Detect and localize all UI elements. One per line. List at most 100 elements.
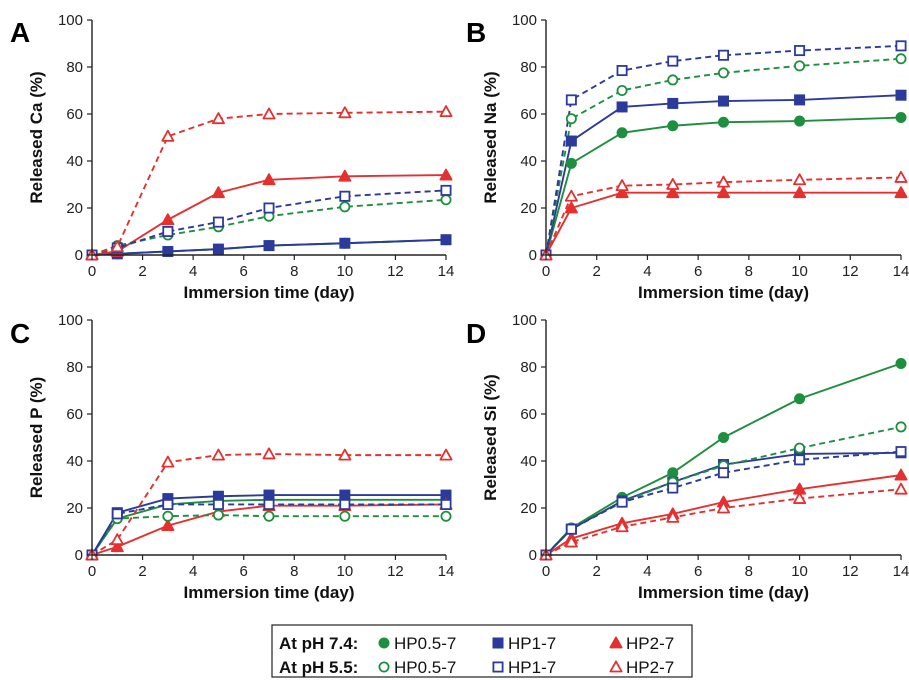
y-axis-title: Released Si (%) bbox=[481, 374, 500, 501]
legend: At pH 7.4: HP0.5-7 HP1-7 HP2-7 At pH 5.5: HP0… bbox=[271, 624, 693, 678]
data-point bbox=[895, 89, 907, 101]
y-tick-label: 0 bbox=[75, 547, 83, 564]
data-point bbox=[895, 40, 907, 52]
legend-heading: At pH 5.5: bbox=[279, 658, 358, 677]
data-point bbox=[718, 49, 730, 61]
x-tick-label: 12 bbox=[842, 563, 859, 580]
x-tick-label: 0 bbox=[88, 263, 96, 280]
data-point bbox=[615, 520, 629, 533]
data-point bbox=[794, 442, 806, 454]
data-point bbox=[263, 240, 275, 252]
data-point bbox=[615, 179, 629, 192]
y-tick-label: 40 bbox=[520, 153, 537, 170]
data-point bbox=[565, 135, 577, 147]
y-axis-title: Released Na (%) bbox=[481, 71, 500, 203]
data-point bbox=[894, 170, 908, 183]
data-point bbox=[794, 94, 806, 106]
data-point bbox=[565, 94, 577, 106]
series-ph-5-5-hp0-5-7-line bbox=[545, 57, 902, 256]
panel-letter: A bbox=[10, 17, 30, 48]
x-tick-label: 4 bbox=[643, 263, 651, 280]
data-point bbox=[794, 115, 806, 127]
data-point bbox=[895, 112, 907, 124]
data-point bbox=[667, 120, 679, 132]
data-point bbox=[666, 177, 680, 190]
y-tick-label: 100 bbox=[58, 12, 83, 29]
data-point bbox=[718, 116, 730, 128]
data-point bbox=[212, 216, 224, 228]
x-axis-title: Immersion time (day) bbox=[638, 583, 809, 602]
data-point bbox=[793, 186, 807, 199]
data-point bbox=[161, 213, 175, 226]
x-tick-label: 0 bbox=[88, 563, 96, 580]
x-tick-label: 12 bbox=[387, 263, 404, 280]
data-point bbox=[161, 519, 175, 532]
data-point bbox=[718, 467, 730, 479]
y-axis-title: Released P (%) bbox=[27, 377, 46, 499]
x-tick-label: 6 bbox=[240, 263, 248, 280]
series-ph-7-4-hp2-7-line bbox=[545, 474, 902, 556]
x-axis-title: Immersion time (day) bbox=[184, 583, 355, 602]
data-point bbox=[894, 468, 908, 481]
legend-marker bbox=[492, 637, 504, 649]
data-point bbox=[111, 508, 123, 520]
data-point bbox=[262, 173, 276, 186]
data-point bbox=[616, 65, 628, 77]
data-point bbox=[895, 421, 907, 433]
panel-b: B 0 2 4 6 8 10 12 14 0 20 40 60 80 100 Immersion time (… bbox=[466, 12, 909, 302]
y-tick-label: 0 bbox=[75, 247, 83, 264]
x-tick-label: 10 bbox=[791, 263, 808, 280]
legend-heading: At pH 7.4: bbox=[279, 634, 358, 653]
data-point bbox=[440, 498, 452, 510]
series-ph-7-4-hp2-7-markers bbox=[539, 186, 908, 261]
x-tick-label: 14 bbox=[438, 263, 455, 280]
legend-label: HP1-7 bbox=[508, 658, 556, 677]
series-ph-7-4-hp2-7 bbox=[545, 191, 901, 256]
x-tick-label: 12 bbox=[387, 563, 404, 580]
data-point bbox=[439, 448, 453, 461]
legend-box bbox=[271, 624, 693, 678]
series-ph-7-4-hp1-7-markers bbox=[86, 234, 452, 261]
data-point bbox=[212, 509, 224, 521]
y-tick-label: 100 bbox=[58, 312, 83, 329]
data-point bbox=[439, 105, 453, 118]
data-point bbox=[263, 489, 275, 501]
x-tick-label: 8 bbox=[290, 563, 298, 580]
data-point bbox=[338, 448, 352, 461]
data-point bbox=[440, 194, 452, 206]
data-point bbox=[161, 129, 175, 142]
series-ph-5-5-hp0-5-7 bbox=[545, 57, 902, 256]
series-ph-7-4-hp2-7 bbox=[545, 474, 902, 556]
data-point bbox=[339, 510, 351, 522]
data-point bbox=[440, 184, 452, 196]
data-point bbox=[718, 67, 730, 79]
data-point bbox=[718, 95, 730, 107]
y-tick-label: 20 bbox=[520, 200, 537, 217]
data-point bbox=[339, 201, 351, 213]
y-tick-label: 60 bbox=[66, 106, 83, 123]
data-point bbox=[339, 498, 351, 510]
data-point bbox=[794, 393, 806, 405]
legend-marker bbox=[378, 637, 390, 649]
x-tick-label: 14 bbox=[893, 263, 909, 280]
panel-letter: D bbox=[466, 318, 486, 349]
x-tick-label: 6 bbox=[694, 263, 702, 280]
y-tick-label: 80 bbox=[66, 59, 83, 76]
panel-c: C 0 2 4 6 8 10 12 14 0 20 40 60 80 100 Immersion time (… bbox=[10, 312, 454, 602]
legend-marker bbox=[492, 661, 504, 673]
y-tick-label: 60 bbox=[66, 406, 83, 423]
y-tick-label: 20 bbox=[520, 500, 537, 517]
data-point bbox=[615, 186, 629, 199]
data-point bbox=[440, 510, 452, 522]
series-ph-5-5-hp0-5-7 bbox=[545, 425, 902, 556]
data-point bbox=[616, 101, 628, 113]
data-point bbox=[338, 169, 352, 182]
legend-marker bbox=[609, 660, 623, 673]
y-axis-title: Released Ca (%) bbox=[27, 71, 46, 203]
legend-marker bbox=[378, 661, 390, 673]
y-tick-label: 80 bbox=[520, 59, 537, 76]
data-point bbox=[717, 175, 730, 188]
data-point bbox=[667, 55, 679, 67]
data-point bbox=[564, 535, 578, 548]
y-tick-label: 20 bbox=[66, 200, 83, 217]
